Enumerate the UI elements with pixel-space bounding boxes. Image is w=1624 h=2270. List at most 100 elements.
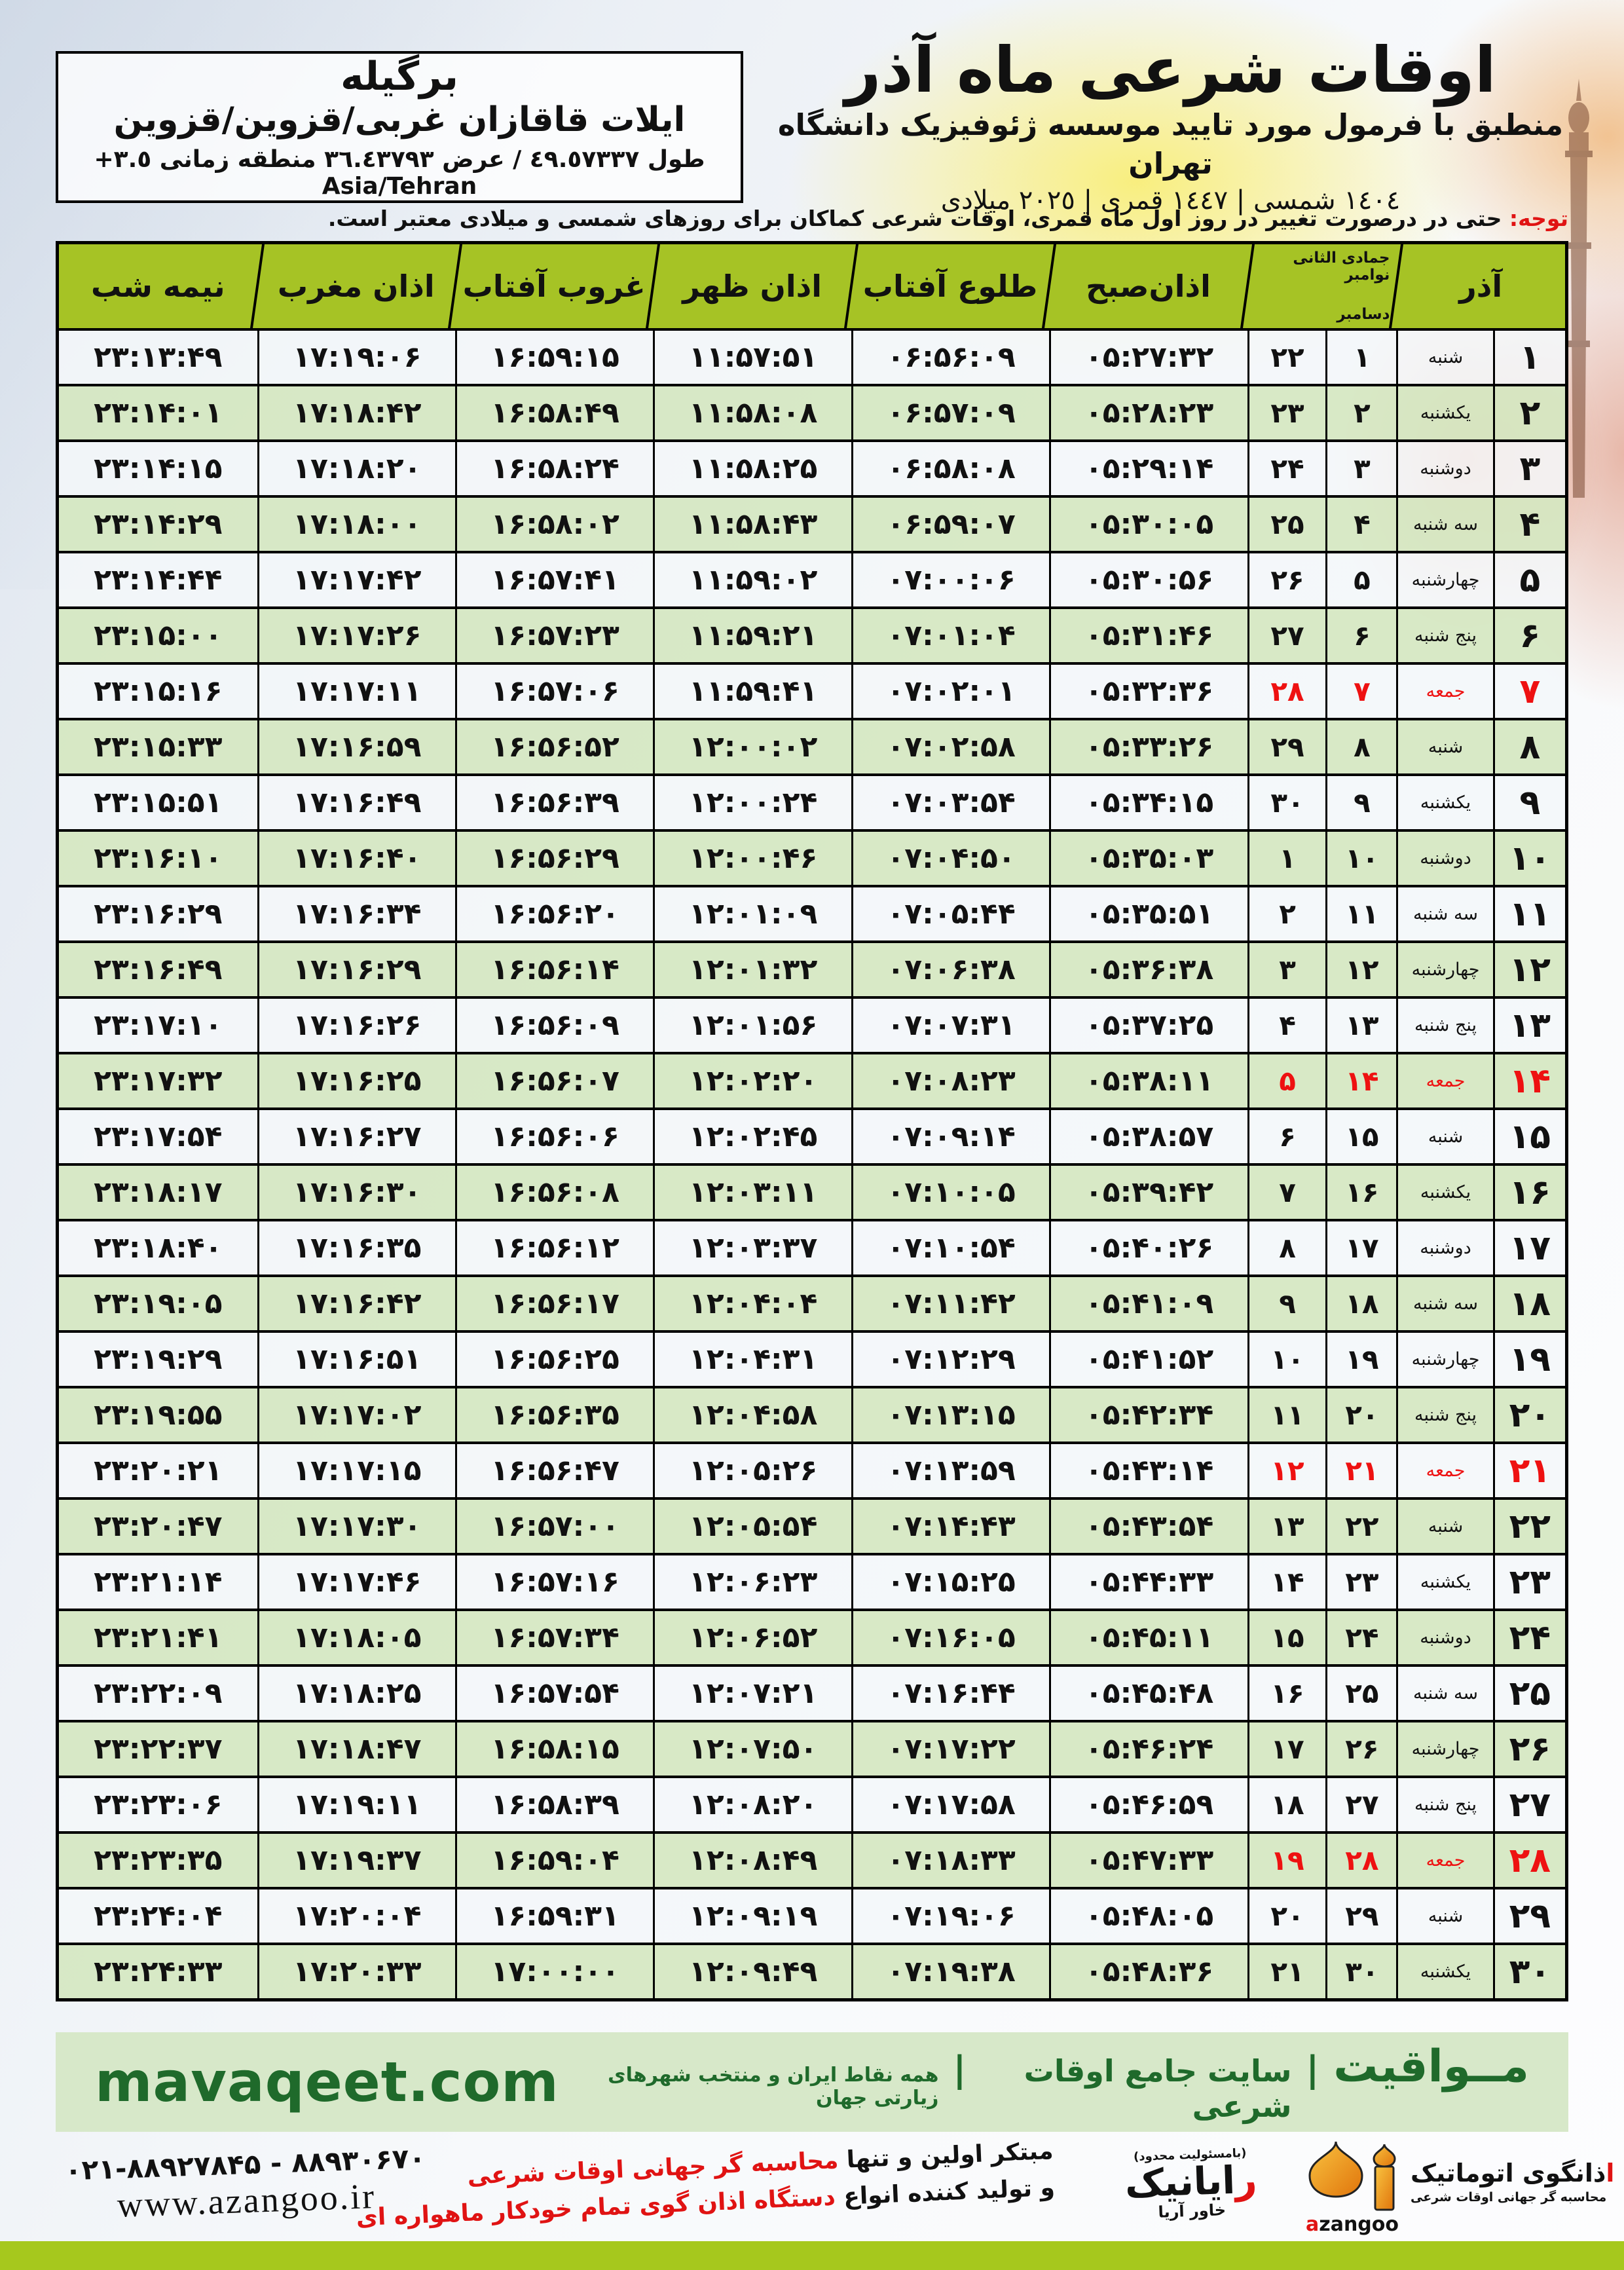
cell-azan-maghreb: ۱۷:۱۷:۱۱ [257,665,455,718]
calendar-years: ١٤٠٤ شمسی | ١٤٤٧ قمری | ٢٠٢٥ میلادی [940,185,1401,216]
cell-azan-zohr: ۱۲:۰۳:۱۱ [653,1166,851,1219]
cell-azan-maghreb: ۱۷:۱۶:۲۵ [257,1054,455,1107]
cell-azan-sobh: ۰۵:۴۶:۵۹ [1049,1778,1247,1831]
table-row: ۳۰ یکشنبه ۳۰ ۲۱ ۰۵:۴۸:۳۶ ۰۷:۱۹:۳۸ ۱۲:۰۹:… [59,1943,1565,1998]
cell-jumada-day: ۳ [1325,442,1396,495]
table-body: ۱ شنبه ۱ ۲۲ ۰۵:۲۷:۳۲ ۰۶:۵۶:۰۹ ۱۱:۵۷:۵۱ ۱… [59,328,1565,1998]
cell-azan-maghreb: ۱۷:۱۶:۴۹ [257,776,455,829]
cell-azar-day: ۲۹ [1492,1889,1565,1943]
cell-nimeh-shab: ۲۳:۱۴:۱۵ [94,452,223,485]
cell-weekday: سه شنبه [1396,498,1492,551]
table-row: ۹ یکشنبه ۹ ۳۰ ۰۵:۳۴:۱۵ ۰۷:۰۳:۵۴ ۱۲:۰۰:۲۴… [59,773,1565,829]
cell-nimeh-shab: ۲۳:۲۳:۰۶ [94,1788,223,1821]
cell-ghorub-aftab: ۱۶:۵۶:۲۹ [454,832,653,885]
mavaqeet-url[interactable]: mavaqeet.com [95,2050,559,2114]
table-row: ۲۴ دوشنبه ۲۴ ۱۵ ۰۵:۴۵:۱۱ ۰۷:۱۶:۰۵ ۱۲:۰۶:… [59,1609,1565,1664]
cell-ghorub-aftab: ۱۶:۵۷:۳۴ [454,1611,653,1664]
table-row: ۸ شنبه ۸ ۲۹ ۰۵:۳۳:۲۶ ۰۷:۰۲:۵۸ ۱۲:۰۰:۰۲ ۱… [59,718,1565,773]
cell-azan-zohr: ۱۲:۰۰:۴۶ [653,832,851,885]
cell-ghorub-aftab: ۱۶:۵۶:۲۰ [454,887,653,940]
cell-azan-maghreb: ۱۷:۱۶:۲۶ [257,999,455,1052]
cell-ghorub-aftab: ۱۶:۵۶:۲۵ [454,1333,653,1386]
cell-weekday: شنبه [1396,1500,1492,1553]
cell-ghorub-aftab: ۱۶:۵۸:۲۴ [454,442,653,495]
cell-azan-maghreb: ۱۷:۱۶:۳۴ [257,887,455,940]
cell-weekday: دوشنبه [1396,1221,1492,1275]
cell-weekday: چهارشنبه [1396,1722,1492,1776]
cell-weekday: شنبه [1396,331,1492,384]
cell-azar-day: ۱ [1492,331,1565,384]
cell-gregorian-day: ۱۸ [1247,1778,1326,1831]
cell-azar-day: ۲۸ [1492,1834,1565,1887]
cell-ghorub-aftab: ۱۶:۵۶:۰۹ [454,999,653,1052]
cell-tolu-aftab: ۰۶:۵۷:۰۹ [851,386,1049,439]
cell-tolu-aftab: ۰۷:۰۳:۵۴ [851,776,1049,829]
cell-nimeh-shab: ۲۳:۲۲:۰۹ [94,1677,223,1710]
notice-label: توجه: [1509,206,1568,231]
cell-azan-zohr: ۱۲:۰۹:۴۹ [653,1945,851,1998]
separator: | [1306,2048,1320,2090]
cell-azan-maghreb: ۱۷:۱۸:۲۵ [257,1667,455,1720]
cell-nimeh-shab: ۲۳:۱۸:۴۰ [94,1231,223,1265]
cell-weekday: یکشنبه [1396,1166,1492,1219]
page-subtitle: منطبق با فرمول مورد تایید موسسه ژئوفیزیک… [777,107,1564,181]
cell-azan-sobh: ۰۵:۴۰:۲۶ [1049,1221,1247,1275]
cell-azan-zohr: ۱۲:۰۲:۲۰ [653,1054,851,1107]
table-row: ۲۵ سه شنبه ۲۵ ۱۶ ۰۵:۴۵:۴۸ ۰۷:۱۶:۴۴ ۱۲:۰۷… [59,1664,1565,1720]
table-row: ۲۲ شنبه ۲۲ ۱۳ ۰۵:۴۳:۵۴ ۰۷:۱۴:۴۳ ۱۲:۰۵:۵۴… [59,1497,1565,1553]
cell-nimeh-shab: ۲۳:۱۳:۴۹ [94,341,223,374]
location-name: برگیله [340,54,459,100]
cell-azar-day: ۱۷ [1492,1221,1565,1275]
cell-azan-maghreb: ۱۷:۱۸:۴۷ [257,1722,455,1776]
cell-ghorub-aftab: ۱۶:۵۷:۱۶ [454,1555,653,1609]
cell-gregorian-day: ۱ [1247,832,1326,885]
cell-weekday: شنبه [1396,720,1492,773]
cell-ghorub-aftab: ۱۶:۵۹:۱۵ [454,331,653,384]
cell-jumada-day: ۲۶ [1325,1722,1396,1776]
azangoo-tagline: محاسبه گر جهانی اوقات شرعی [1411,2190,1607,2205]
cell-weekday: سه شنبه [1396,1277,1492,1330]
cell-nimeh-shab: ۲۳:۱۵:۰۰ [94,619,223,652]
header-azar-month: آذر [1459,269,1503,304]
cell-weekday: پنج شنبه [1396,1778,1492,1831]
table-row: ۷ جمعه ۷ ۲۸ ۰۵:۳۲:۳۶ ۰۷:۰۲:۰۱ ۱۱:۵۹:۴۱ ۱… [59,662,1565,718]
table-header-row: آذر جمادی الثانی نوامبر دسامبر اذان‌صبح … [59,244,1565,328]
cell-azar-day: ۱۸ [1492,1277,1565,1330]
cell-gregorian-day: ۳۰ [1247,776,1326,829]
cell-weekday: چهارشنبه [1396,553,1492,606]
cell-tolu-aftab: ۰۷:۱۷:۲۲ [851,1722,1049,1776]
cell-jumada-day: ۲۷ [1325,1778,1396,1831]
cell-gregorian-day: ۱۹ [1247,1834,1326,1887]
cell-jumada-day: ۱۹ [1325,1333,1396,1386]
cell-ghorub-aftab: ۱۶:۵۶:۱۲ [454,1221,653,1275]
cell-gregorian-day: ۱۳ [1247,1500,1326,1553]
cell-tolu-aftab: ۰۷:۰۵:۴۴ [851,887,1049,940]
cell-ghorub-aftab: ۱۶:۵۸:۴۹ [454,386,653,439]
cell-azan-sobh: ۰۵:۳۰:۵۶ [1049,553,1247,606]
cell-jumada-day: ۲۳ [1325,1555,1396,1609]
cell-ghorub-aftab: ۱۶:۵۷:۲۳ [454,609,653,662]
cell-tolu-aftab: ۰۷:۰۱:۰۴ [851,609,1049,662]
publisher-claims: مبتکر اولین و تنها محاسبه گر جهانی اوقات… [356,2133,1056,2231]
table-row: ۲۸ جمعه ۲۸ ۱۹ ۰۵:۴۷:۳۳ ۰۷:۱۸:۳۳ ۱۲:۰۸:۴۹… [59,1831,1565,1887]
header-azan-sobh: اذان‌صبح [1049,244,1247,328]
cell-weekday: جمعه [1396,1444,1492,1497]
cell-weekday: جمعه [1396,1054,1492,1107]
cell-gregorian-day: ۱۷ [1247,1722,1326,1776]
cell-azan-sobh: ۰۵:۲۸:۲۳ [1049,386,1247,439]
cell-nimeh-shab: ۲۳:۲۲:۳۷ [94,1732,223,1766]
cell-azan-maghreb: ۱۷:۱۶:۴۲ [257,1277,455,1330]
cell-nimeh-shab: ۲۳:۲۰:۴۷ [94,1510,223,1543]
cell-azan-maghreb: ۱۷:۱۷:۱۵ [257,1444,455,1497]
cell-azan-zohr: ۱۲:۰۰:۰۲ [653,720,851,773]
cell-nimeh-shab: ۲۳:۱۴:۲۹ [94,508,223,541]
page-title: اوقات شرعی ماه آذر [845,33,1496,107]
header-ghorub-aftab: غروب آفتاب [455,244,653,328]
cell-gregorian-day: ۹ [1247,1277,1326,1330]
cell-azan-zohr: ۱۱:۵۹:۲۱ [653,609,851,662]
cell-azan-maghreb: ۱۷:۱۶:۵۹ [257,720,455,773]
cell-gregorian-day: ۲۲ [1247,331,1326,384]
cell-jumada-day: ۶ [1325,609,1396,662]
cell-ghorub-aftab: ۱۶:۵۹:۳۱ [454,1889,653,1943]
cell-tolu-aftab: ۰۷:۱۴:۴۳ [851,1500,1049,1553]
